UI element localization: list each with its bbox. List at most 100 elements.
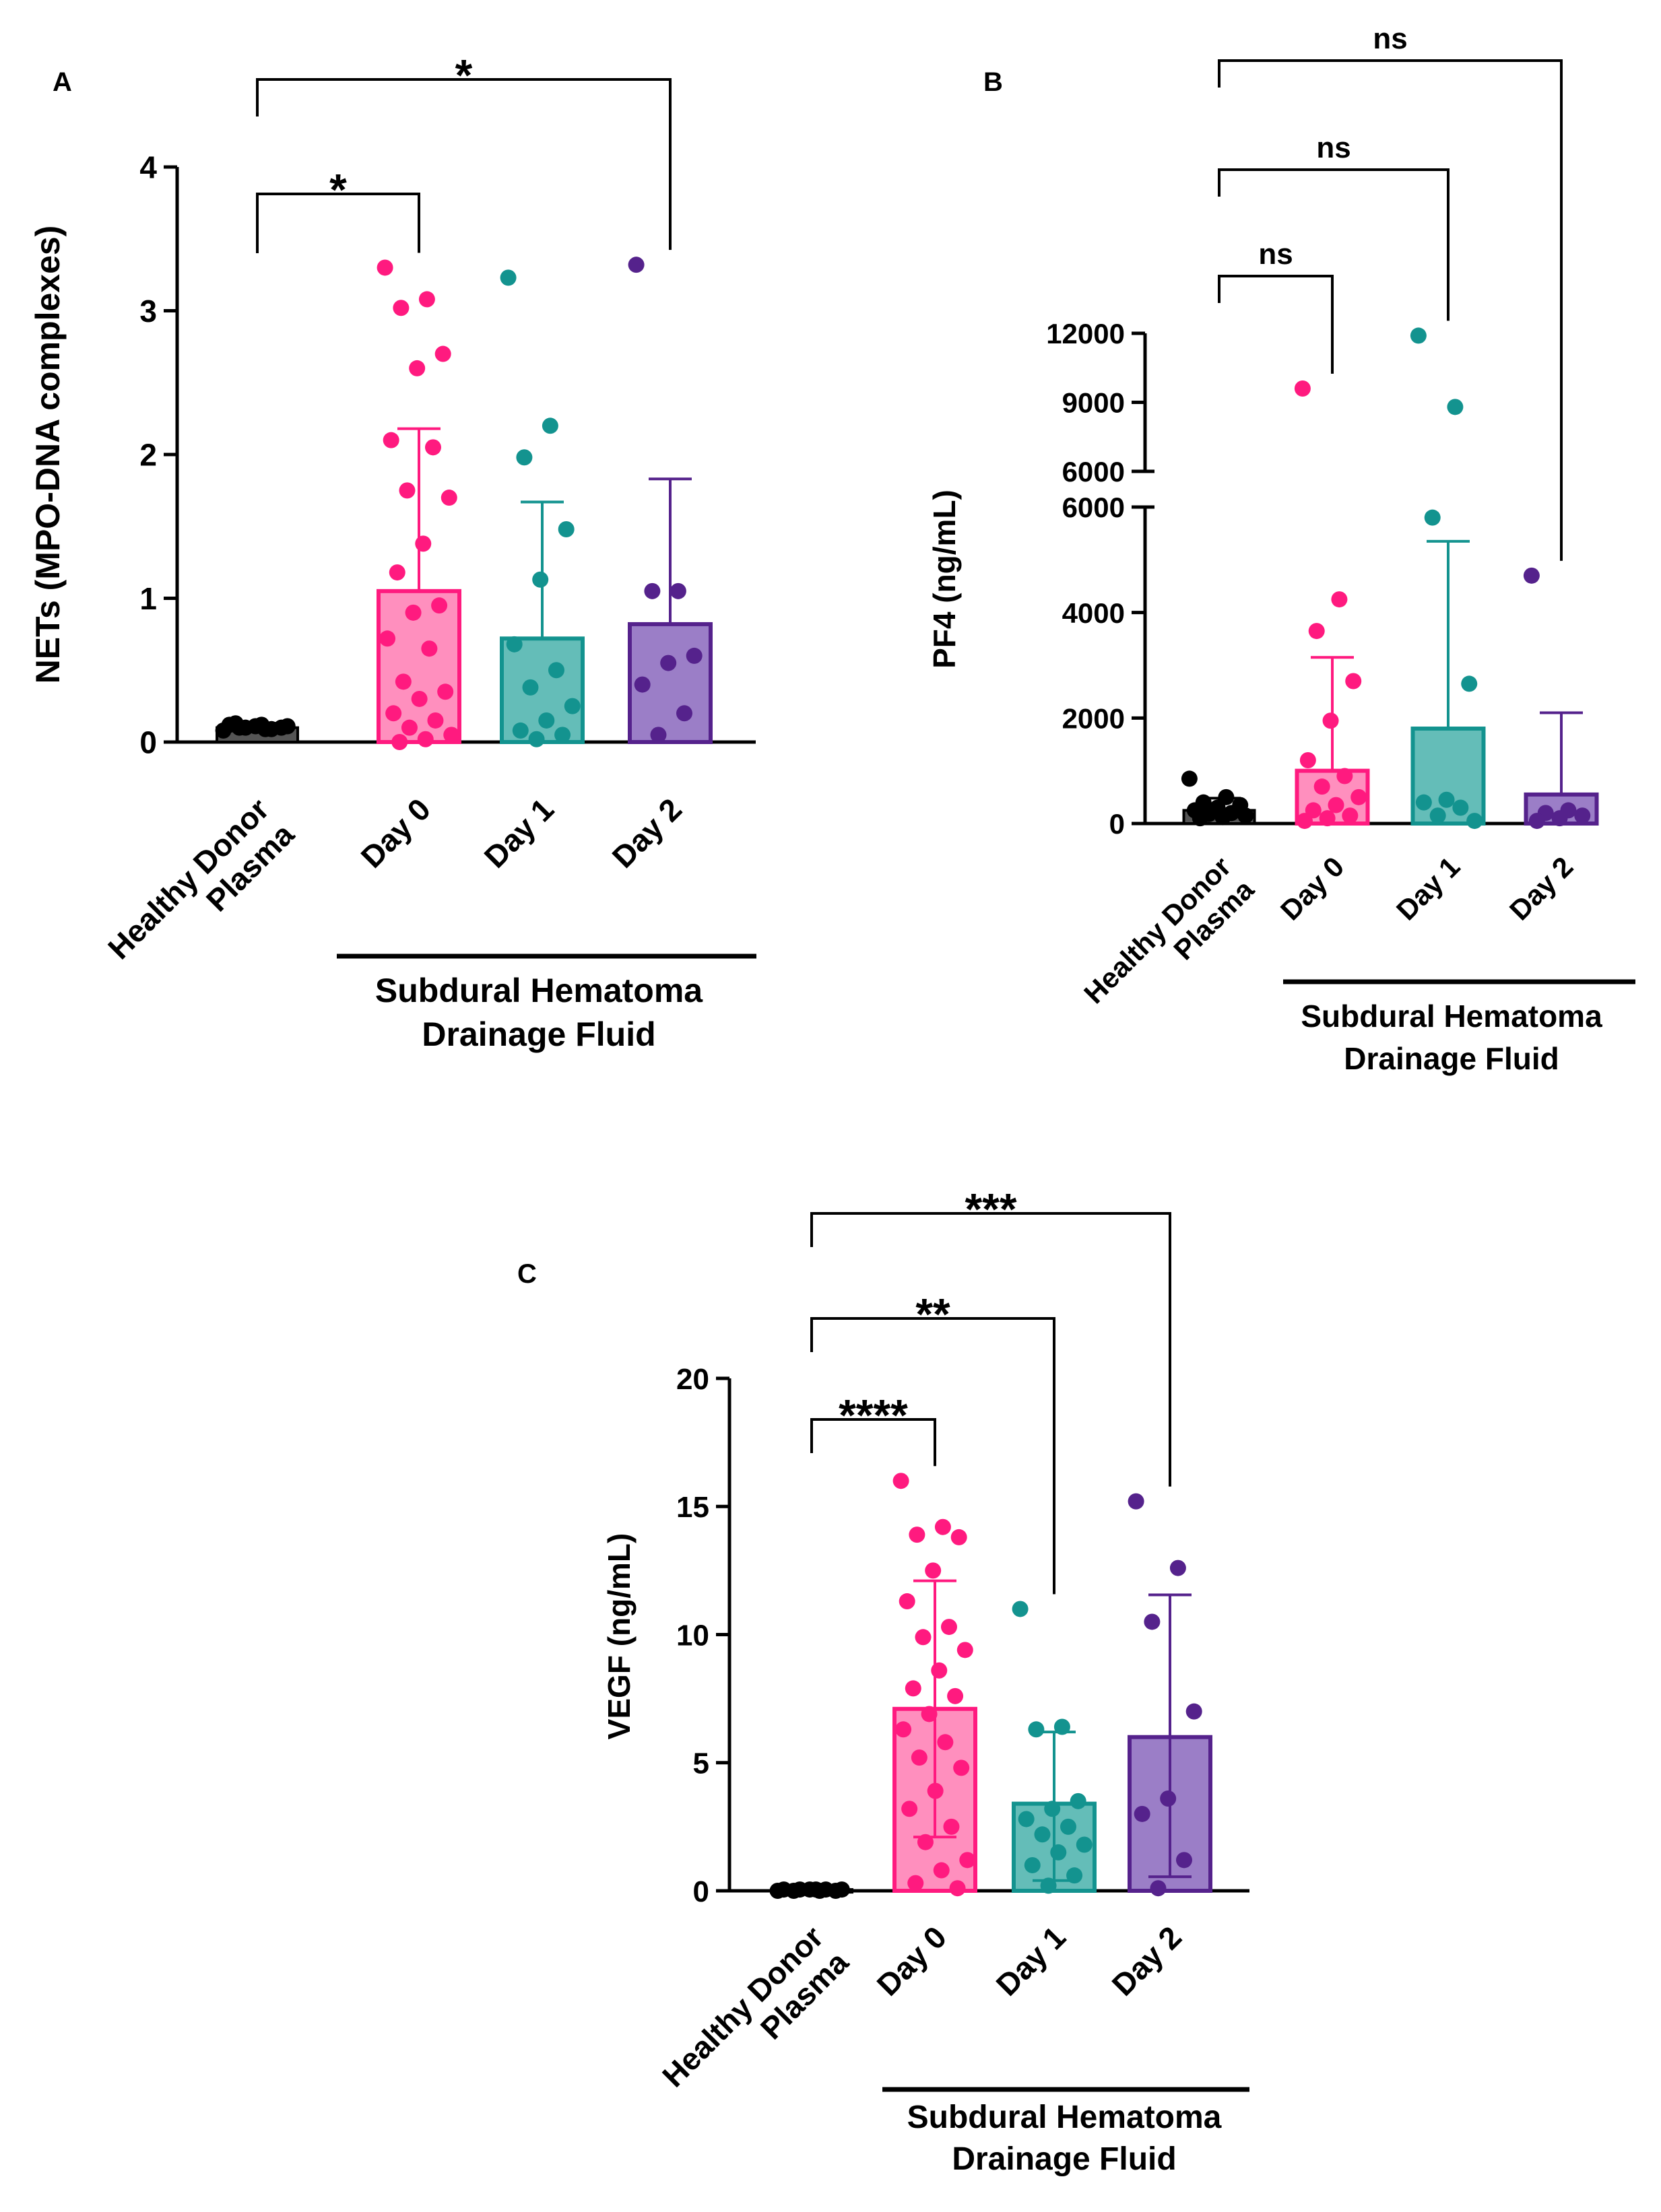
data-point [1345, 673, 1362, 690]
data-point [427, 712, 444, 729]
y-tick-label: 5 [693, 1747, 709, 1780]
x-tick-label: Day 0 [1274, 850, 1350, 926]
data-point [1044, 1801, 1061, 1817]
significance-bracket [1218, 275, 1334, 374]
data-point [1424, 509, 1441, 526]
data-point [227, 715, 244, 732]
data-point [895, 1721, 912, 1738]
x-tick-label: Day 1 [478, 791, 561, 875]
group-label-line-2: Drainage Fluid [1344, 1041, 1559, 1076]
data-point [940, 1619, 957, 1636]
data-point [393, 300, 410, 316]
data-point [1181, 770, 1198, 787]
data-point [950, 1529, 967, 1545]
data-point [405, 604, 422, 621]
data-point [532, 571, 549, 588]
data-point [775, 1881, 792, 1898]
group-label-line-2: Drainage Fluid [952, 2141, 1176, 2177]
data-point [279, 718, 296, 735]
data-point [1466, 813, 1483, 830]
y-tick-label: 9000 [1062, 387, 1125, 419]
significance-label: ns [1258, 238, 1293, 271]
data-point [1076, 1836, 1093, 1853]
data-point [377, 259, 393, 276]
group-label-line-2: Drainage Fluid [422, 1015, 655, 1053]
y-tick-label: 0 [693, 1875, 709, 1908]
data-point [1060, 1818, 1076, 1835]
data-point [415, 535, 432, 552]
data-point [892, 1473, 909, 1489]
y-axis-label: NETs (MPO-DNA complexes) [29, 226, 67, 684]
data-point [907, 1875, 924, 1891]
data-point [1551, 810, 1568, 827]
data-point [1461, 675, 1478, 692]
data-point [385, 705, 402, 722]
x-tick-label-line: Day 0 [870, 1919, 954, 2003]
data-point [542, 417, 558, 434]
data-point [915, 1629, 932, 1646]
data-point [634, 676, 651, 693]
data-point [905, 1680, 921, 1697]
y-tick-label: 10 [676, 1619, 709, 1652]
data-point [1128, 1493, 1144, 1510]
data-point [391, 734, 408, 750]
significance-bracket [810, 1418, 936, 1467]
data-point [1050, 1844, 1067, 1861]
x-tick-label-line: Day 2 [606, 791, 689, 875]
x-tick-label-line: Day 1 [989, 1919, 1073, 2003]
data-point [676, 705, 692, 722]
y-tick-label: 12000 [1046, 318, 1125, 349]
data-point [1018, 1811, 1035, 1828]
panel-a-nets-chart: A 0 1 2 3 4 NETs (MPO-DNA complexes) Healthy D… [29, 50, 756, 1053]
y-tick-label: 1 [139, 581, 157, 616]
data-point [1299, 752, 1316, 768]
data-point [516, 449, 533, 466]
data-point [1336, 768, 1353, 784]
y-tick-label: 0 [139, 725, 157, 760]
data-point [1192, 810, 1208, 827]
y-tick-label: 20 [676, 1363, 709, 1396]
data-point [1169, 1560, 1186, 1576]
data-point [921, 1706, 938, 1722]
x-tick-label: Day 2 [1105, 1919, 1189, 2003]
y-tick-label: 4 [139, 150, 157, 185]
data-point [833, 1881, 850, 1898]
y-tick-label: 6000 [1062, 456, 1125, 488]
data-point [1012, 1601, 1029, 1617]
panel-a-letter: A [53, 67, 72, 97]
data-point [1237, 807, 1254, 824]
y-tick-label: 2000 [1062, 702, 1125, 734]
data-point [418, 291, 435, 308]
x-tick-label-line: Day 0 [354, 791, 438, 875]
data-point [1214, 809, 1231, 826]
significance-label: **** [839, 1390, 908, 1440]
data-point [1134, 1805, 1150, 1822]
data-point [644, 582, 661, 599]
data-point [909, 1527, 925, 1543]
data-point [500, 269, 517, 286]
data-point [399, 482, 416, 499]
data-point [1150, 1880, 1167, 1897]
data-point [431, 597, 448, 614]
significance-bracket [1218, 59, 1563, 561]
x-tick-label-line: Day 1 [1390, 850, 1466, 926]
data-point [949, 1880, 966, 1897]
data-point [434, 345, 451, 362]
y-tick-label: 3 [139, 294, 157, 329]
data-point [1415, 794, 1432, 811]
data-point [899, 1593, 915, 1610]
y-tick-label: 6000 [1062, 492, 1125, 523]
data-point [548, 662, 564, 679]
data-point [1040, 1877, 1057, 1894]
data-point [901, 1801, 918, 1817]
significance-label: * [329, 164, 347, 214]
data-point [1294, 380, 1311, 397]
data-point [1447, 399, 1464, 415]
panel-b-letter: B [983, 67, 1003, 97]
data-point [522, 679, 539, 696]
x-tick-label: Day 2 [1503, 850, 1579, 926]
x-tick-label: Day 2 [606, 791, 689, 875]
data-point [1331, 591, 1348, 608]
data-point [911, 1749, 927, 1766]
